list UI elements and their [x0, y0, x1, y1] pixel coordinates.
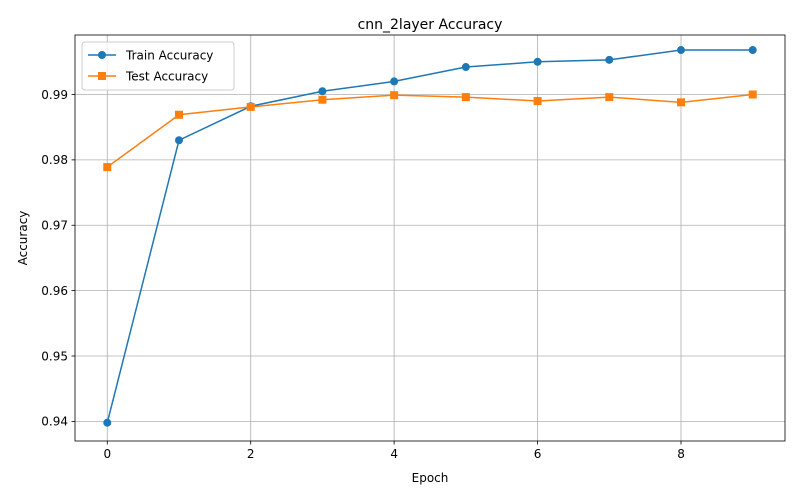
data-point — [533, 97, 542, 106]
y-tick-label: 0.95 — [41, 349, 68, 363]
legend-box — [81, 41, 235, 91]
data-point — [390, 77, 399, 86]
x-axis-label: Epoch — [412, 471, 449, 485]
plot-frame — [74, 34, 786, 442]
data-point — [174, 110, 183, 119]
x-tick-label: 4 — [390, 447, 398, 461]
data-point — [605, 93, 614, 102]
data-point — [461, 93, 470, 102]
grid — [75, 35, 785, 441]
x-tick-label: 0 — [103, 447, 111, 461]
data-point — [748, 90, 757, 99]
data-point — [461, 63, 470, 72]
legend-label: Train Accuracy — [125, 48, 213, 62]
y-axis-label: Accuracy — [16, 211, 30, 266]
x-tick-label: 2 — [247, 447, 255, 461]
y-tick-label: 0.98 — [41, 153, 68, 167]
data-point — [390, 91, 399, 100]
legend-label: Test Accuracy — [125, 69, 208, 83]
chart-title: cnn_2layer Accuracy — [358, 17, 503, 33]
y-tick-label: 0.94 — [41, 415, 68, 429]
axis-ticks: 0 2 4 6 8 0.94 0.95 0.96 0.97 0.98 0.99 — [41, 88, 685, 461]
data-point — [605, 55, 614, 64]
data-point — [103, 163, 112, 172]
series-line — [106, 49, 753, 423]
y-tick-label: 0.97 — [41, 219, 68, 233]
series-test — [103, 90, 757, 172]
data-point — [677, 98, 686, 107]
legend-item: Train Accuracy — [88, 48, 213, 62]
y-tick-label: 0.99 — [41, 88, 68, 102]
x-tick-label: 8 — [677, 447, 685, 461]
legend-marker — [98, 51, 106, 59]
x-tick-label: 6 — [534, 447, 542, 461]
data-point — [246, 102, 255, 111]
series-layer — [103, 46, 757, 427]
legend: Train Accuracy Test Accuracy — [81, 41, 235, 91]
legend-marker — [98, 72, 106, 80]
data-point — [174, 136, 183, 145]
legend-item: Test Accuracy — [88, 69, 208, 83]
y-tick-label: 0.96 — [41, 284, 68, 298]
data-point — [318, 95, 327, 104]
data-point — [103, 418, 112, 427]
data-point — [533, 57, 542, 66]
data-point — [318, 87, 327, 96]
data-point — [677, 46, 686, 55]
data-point — [748, 46, 757, 55]
series-train — [103, 46, 757, 427]
series-line — [106, 93, 753, 168]
